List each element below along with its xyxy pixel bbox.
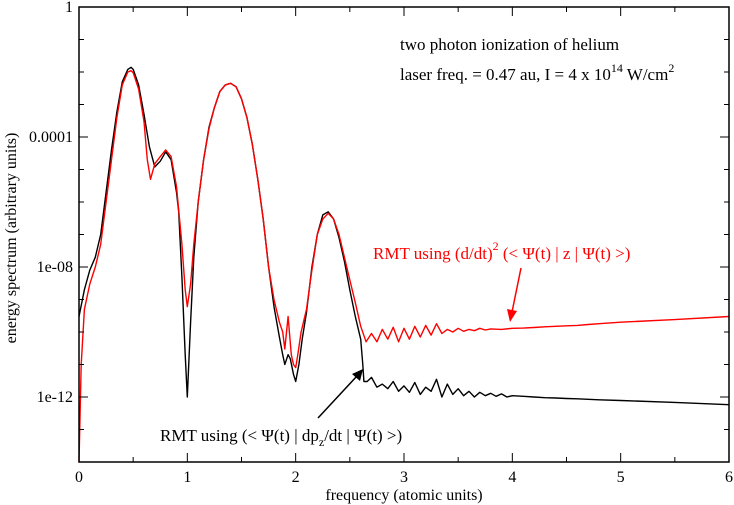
red-label-text: RMT using (d/dt) [373, 244, 493, 263]
x-tick-label: 6 [725, 469, 733, 486]
header-line2-unit-exponent: 2 [668, 61, 674, 75]
black-series-label: RMT using (< Ψ(t) | dpz/dt | Ψ(t) >) [160, 426, 402, 449]
header-annotation-line1: two photon ionization of helium [400, 35, 619, 54]
x-tick-label: 4 [508, 469, 516, 486]
red-label-arrow [511, 267, 522, 313]
red-label-rest: (< Ψ(t) | z | Ψ(t) >) [499, 244, 631, 263]
y-tick-label: 1 [65, 0, 73, 16]
x-tick-label: 5 [617, 469, 625, 486]
y-axis-title: energy spectrum (arbitrary units) [3, 133, 20, 344]
black-label-rest: /dt | Ψ(t) >) [324, 426, 402, 445]
black-label-arrow [317, 375, 358, 419]
x-tick-label: 1 [183, 469, 191, 486]
header-annotation-line2: laser freq. = 0.47 au, I = 4 x 1014 W/cm… [400, 61, 674, 84]
y-tick-label: 1e-08 [37, 259, 73, 276]
red-series-line [78, 69, 730, 463]
x-axis-title: frequency (atomic units) [325, 487, 482, 504]
header-line2-exponent: 14 [611, 61, 623, 75]
header-line2-text: laser freq. = 0.47 au, I = 4 x 10 [400, 65, 611, 84]
red-label-exponent: 2 [493, 239, 499, 253]
x-tick-label: 2 [292, 469, 300, 486]
black-label-arrowhead [352, 369, 363, 381]
black-label-subscript: z [319, 435, 324, 449]
y-tick-label: 1e-12 [37, 389, 73, 406]
x-tick-label: 0 [75, 469, 83, 486]
axes-layer: 0 1 2 3 4 5 6 1e-12 1e-08 0.0001 1 [29, 0, 733, 486]
y-tick-label: 0.0001 [29, 129, 73, 146]
series-layer [78, 66, 730, 463]
red-label-arrowhead [507, 309, 517, 322]
red-series-label: RMT using (d/dt)2 (< Ψ(t) | z | Ψ(t) >) [373, 239, 630, 263]
header-line2-unit: W/cm [623, 65, 668, 84]
x-tick-label: 3 [400, 469, 408, 486]
black-label-text: RMT using (< Ψ(t) | dp [160, 426, 319, 445]
